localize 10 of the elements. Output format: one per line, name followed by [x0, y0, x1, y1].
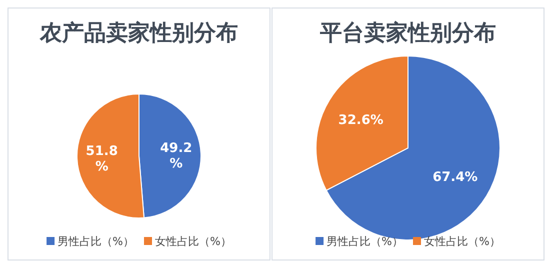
legend-label: 女性占比（%） [424, 235, 500, 248]
legend-label: 男性占比（%） [326, 235, 403, 248]
data-label: 67.4% [432, 170, 478, 186]
chart-title: 平台卖家性别分布 [319, 20, 496, 46]
legend-label: 女性占比（%） [155, 235, 232, 248]
data-label: 49.2% [160, 140, 192, 172]
chart-title: 农产品卖家性别分布 [39, 20, 238, 46]
legend-label: 男性占比（%） [58, 235, 134, 248]
data-label: 32.6% [338, 112, 384, 128]
data-label: 51.8% [86, 144, 118, 175]
